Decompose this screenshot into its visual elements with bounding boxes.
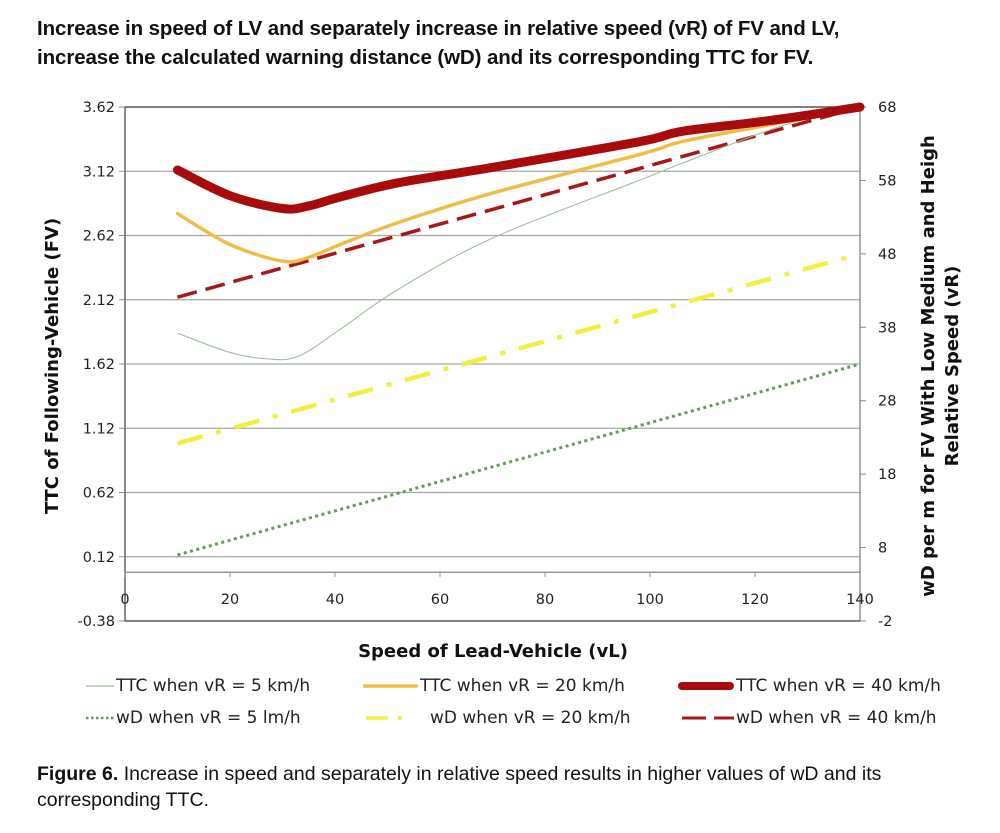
legend-swatch-ttc-vr40 [678,682,734,690]
right-tick-label: 8 [878,541,887,557]
figure-caption: Figure 6. Increase in speed and separate… [37,761,977,813]
legend-swatch-wd-vr20 [366,716,428,720]
right-tick-label: 48 [878,247,896,263]
legend-swatch-ttc-vr5 [86,685,114,687]
figure-caption-label: Figure 6. [37,763,119,785]
x-axis-title: Speed of Lead-Vehicle (vL) [358,641,628,662]
legend-label-ttc-vr20: TTC when vR = 20 km/h [420,676,625,696]
series-lines [173,102,865,557]
left-tick-label: 0.62 [83,486,115,502]
legend-label-wd-vr40: wD when vR = 40 km/h [736,708,937,728]
legend-item-wd-vr5: wD when vR = 5 lm/h [86,708,301,728]
legend-label-wd-vr5: wD when vR = 5 lm/h [116,708,301,728]
x-tick-label: 60 [431,592,449,608]
legend-row-2: wD when vR = 5 lm/h wD when vR = 20 km/h… [86,708,986,740]
y-axis-title: TTC of Following-Vehicle (FV) [42,218,63,514]
legend-item-ttc-vr20: TTC when vR = 20 km/h [363,676,625,696]
legend-label-ttc-vr5: TTC when vR = 5 km/h [116,676,311,696]
y2-axis-title-line-2: Relative Speed (vR) [942,266,963,467]
legend: TTC when vR = 5 km/h TTC when vR = 20 km… [86,676,986,740]
left-axis-ticks: 3.62 3.12 2.62 2.12 1.62 1.12 0.62 0.12 -0.38 [77,100,125,630]
left-tick-label: 1.12 [83,421,115,437]
left-tick-label: 2.12 [83,293,115,309]
legend-label-ttc-vr40: TTC when vR = 40 km/h [736,676,941,696]
left-tick-label: 3.62 [83,100,115,116]
x-tick-label: 120 [741,592,769,608]
legend-swatch-wd-vr5 [86,716,114,720]
left-tick-label: 2.62 [83,229,115,245]
x-axis-ticks: 0 20 40 60 80 100 120 140 [120,572,874,608]
left-tick-label: -0.38 [77,614,115,630]
line-chart: 3.62 3.12 2.62 2.12 1.62 1.12 0.62 0.12 -0.38 68… [42,100,963,662]
gridlines [125,170,860,558]
x-tick-label: 0 [120,592,129,608]
series-line-ttc-when-vr-40-km-h [173,102,865,214]
legend-item-ttc-vr40: TTC when vR = 40 km/h [678,676,941,696]
left-tick-label: 0.12 [83,550,115,566]
legend-item-ttc-vr5: TTC when vR = 5 km/h [86,676,310,696]
chart-title-line-2: increase the calculated warning distance… [37,46,814,69]
figure-caption-text: Increase in speed and separately in rela… [37,763,882,811]
right-axis-ticks: 68 58 48 38 28 18 8 -2 [860,100,896,630]
left-tick-label: 3.12 [83,164,115,180]
series-line-ttc-when-vr-5-km-h [176,106,861,361]
legend-label-wd-vr20: wD when vR = 20 km/h [430,708,631,728]
legend-item-wd-vr20: wD when vR = 20 km/h [366,708,631,728]
x-tick-label: 80 [536,592,554,608]
right-tick-label: 18 [878,467,896,483]
series-line-ttc-when-vr-20-km-h [175,105,862,264]
x-tick-label: 20 [221,592,239,608]
left-tick-label: 1.62 [83,357,115,373]
legend-item-wd-vr40: wD when vR = 40 km/h [682,708,937,728]
right-tick-label: 68 [878,100,896,116]
right-tick-label: 28 [878,394,896,410]
right-tick-label: -2 [878,614,892,630]
legend-swatch-ttc-vr20 [363,684,418,688]
x-tick-label: 100 [636,592,664,608]
chart-title-line-1: Increase in speed of LV and separately i… [37,17,840,40]
chart-title: Increase in speed of LV and separately i… [37,14,997,72]
x-tick-label: 140 [846,592,874,608]
y2-axis-title-line-1: wD per m for FV With Low Medium and Heig… [918,135,939,597]
right-tick-label: 58 [878,173,896,189]
right-tick-label: 38 [878,320,896,336]
series-line-wd-when-vr-40-km-h [177,105,861,299]
series-line-wd-when-vr-20-km-h [176,251,861,446]
series-line-wd-when-vr-5-lm-h [177,362,861,557]
x-tick-label: 40 [326,592,344,608]
legend-swatch-wd-vr40 [682,716,734,720]
legend-row-1: TTC when vR = 5 km/h TTC when vR = 20 km… [86,676,986,708]
